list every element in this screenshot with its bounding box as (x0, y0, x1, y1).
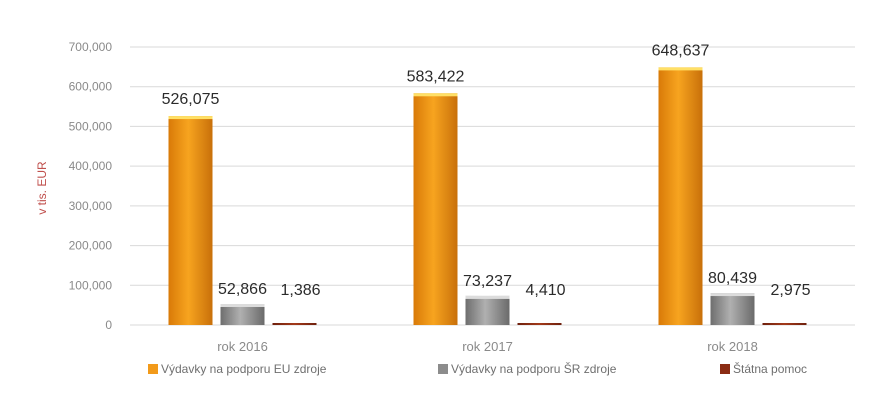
y-tick-label: 500,000 (69, 119, 113, 133)
data-label: 52,866 (218, 281, 267, 298)
x-tick-label: rok 2016 (217, 339, 268, 354)
bar (762, 323, 807, 325)
bar-cap (413, 93, 458, 97)
bar (658, 67, 703, 326)
bar (465, 295, 510, 325)
legend-swatch (438, 364, 448, 374)
y-tick-label: 700,000 (69, 40, 113, 54)
data-label: 80,439 (708, 270, 757, 287)
y-axis-label: v tis. EUR (35, 161, 49, 215)
legend-label: Výdavky na podporu EU zdroje (161, 362, 327, 376)
y-tick-label: 200,000 (69, 239, 113, 253)
x-tick-label: rok 2018 (707, 339, 758, 354)
bar-cap (220, 304, 265, 308)
bar-cap (658, 67, 703, 71)
bar-cap (465, 295, 510, 299)
legend-swatch (720, 364, 730, 374)
legend-label: Štátna pomoc (733, 361, 807, 376)
bar (413, 93, 458, 325)
data-label: 1,386 (280, 282, 320, 299)
y-tick-label: 600,000 (69, 80, 113, 94)
bar-cap (168, 116, 213, 120)
legend-swatch (148, 364, 158, 374)
data-label: 583,422 (407, 68, 465, 85)
legend-label: Výdavky na podporu ŠR zdroje (451, 361, 617, 376)
y-tick-label: 100,000 (69, 278, 113, 292)
data-label: 2,975 (770, 282, 810, 299)
bar-cap (710, 293, 755, 297)
y-tick-label: 0 (105, 318, 112, 332)
x-tick-label: rok 2017 (462, 339, 513, 354)
data-label: 73,237 (463, 273, 512, 290)
bar (220, 304, 265, 325)
bar (272, 323, 317, 325)
bar (168, 116, 213, 325)
data-label: 648,637 (652, 42, 710, 59)
data-label: 4,410 (525, 282, 565, 299)
y-tick-label: 400,000 (69, 159, 113, 173)
bar (710, 293, 755, 325)
data-label: 526,075 (162, 91, 220, 108)
y-tick-label: 300,000 (69, 199, 113, 213)
bar (517, 323, 562, 325)
